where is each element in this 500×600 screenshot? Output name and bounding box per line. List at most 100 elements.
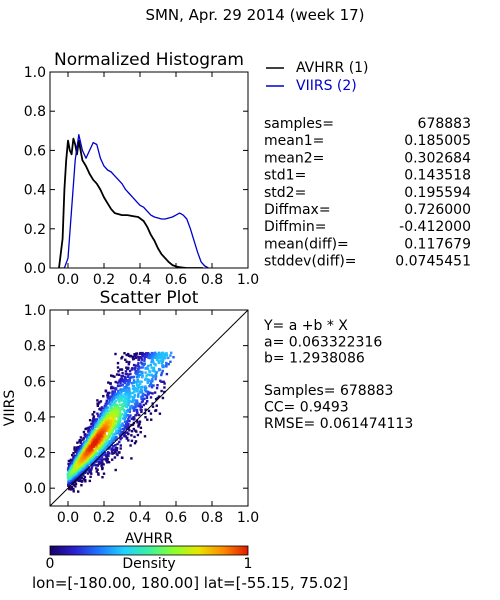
density-point (115, 429, 118, 433)
colorbar-min-label: 0 (46, 556, 55, 572)
density-point (131, 367, 134, 370)
density-point (111, 458, 114, 461)
density-point (108, 391, 111, 395)
density-point (146, 366, 149, 369)
density-point (139, 382, 142, 386)
density-point (107, 442, 110, 445)
density-point (97, 415, 100, 418)
density-point (133, 393, 136, 397)
density-point (114, 436, 117, 439)
density-point (142, 354, 145, 358)
density-point (100, 464, 103, 468)
density-point (154, 377, 157, 381)
density-point (133, 442, 137, 445)
density-point (103, 404, 106, 408)
density-point (130, 382, 133, 385)
density-point (112, 451, 115, 455)
density-point (150, 361, 153, 364)
density-point (117, 399, 120, 402)
density-point (114, 450, 117, 453)
density-point (73, 446, 76, 449)
density-point (98, 443, 101, 447)
density-point (161, 357, 164, 360)
density-point (97, 435, 100, 439)
density-point (105, 456, 109, 460)
density-point (161, 369, 164, 373)
density-point (104, 422, 107, 425)
density-point (82, 437, 85, 440)
density-point (100, 458, 103, 461)
density-point (150, 418, 153, 421)
density-point (137, 404, 140, 408)
density-point (79, 441, 82, 444)
hist-x-tick-label: 0.6 (165, 272, 187, 288)
density-point (135, 375, 139, 379)
density-point (123, 396, 126, 399)
density-point (89, 445, 92, 449)
density-point (155, 386, 159, 390)
density-point (135, 419, 139, 422)
density-point (126, 389, 129, 392)
density-point (167, 363, 170, 366)
density-point (110, 449, 114, 453)
density-point (87, 430, 90, 433)
density-point (113, 432, 117, 435)
density-point (145, 394, 149, 398)
density-point (151, 402, 154, 405)
density-point (125, 437, 128, 440)
density-point (143, 359, 146, 362)
density-point (116, 397, 120, 400)
hist-x-tick-label: 1.0 (237, 272, 259, 288)
density-point (124, 394, 127, 397)
density-point (144, 371, 147, 374)
density-point (91, 440, 94, 444)
density-point (84, 433, 87, 436)
density-point (165, 354, 169, 357)
density-point (123, 400, 126, 403)
density-point (136, 433, 140, 437)
density-point (104, 390, 108, 393)
density-point (144, 389, 147, 393)
density-point (128, 397, 131, 400)
density-point (109, 403, 112, 406)
density-point (122, 389, 125, 392)
density-point (112, 386, 115, 389)
density-point (128, 388, 131, 391)
density-point (104, 415, 107, 418)
density-point (125, 353, 128, 357)
density-point (117, 393, 120, 397)
density-point (127, 425, 131, 428)
density-point (118, 400, 121, 403)
density-point (111, 396, 114, 400)
fit-annotation: Samples= 678883 (264, 383, 393, 399)
density-point (93, 410, 96, 414)
density-point (127, 404, 130, 407)
density-point (124, 358, 127, 361)
density-point (140, 380, 143, 383)
scatter-axes: 0.0 0.2 0.4 0.6 0.8 1.0 0.0 0.2 0.4 0.6 0.8 1.0 (24, 303, 259, 526)
density-point (165, 361, 168, 365)
density-point (117, 416, 120, 420)
density-point (74, 485, 77, 488)
density-point (113, 411, 117, 414)
density-point (118, 433, 121, 436)
density-point (141, 394, 145, 397)
density-point (98, 449, 102, 453)
density-point (108, 439, 111, 443)
density-point (96, 404, 99, 407)
density-point (148, 370, 152, 374)
density-point (148, 373, 152, 377)
density-point (116, 361, 120, 365)
density-point (132, 405, 135, 408)
density-point (87, 428, 91, 431)
density-point (70, 486, 74, 489)
density-point (165, 372, 169, 376)
density-point (142, 403, 145, 407)
density-point (104, 439, 108, 442)
density-point (140, 376, 144, 379)
density-point (146, 367, 150, 371)
density-point (159, 379, 162, 382)
density-point (145, 355, 149, 358)
density-point (139, 386, 142, 389)
density-point (123, 414, 126, 417)
